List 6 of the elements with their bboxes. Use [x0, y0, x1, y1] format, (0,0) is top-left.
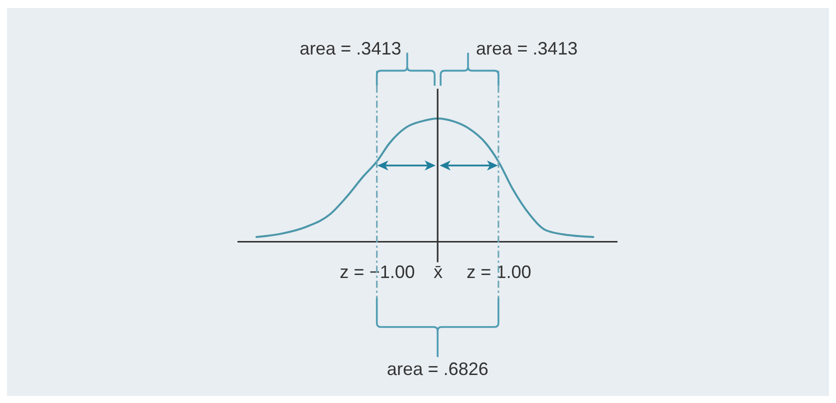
x-tick-label: x̄: [434, 262, 443, 282]
text: area = .3413: [476, 38, 578, 59]
text: area = .3413: [300, 38, 402, 59]
x-tick-label: z = −1.00: [340, 262, 415, 282]
x-tick-label: z = 1.00: [466, 262, 532, 282]
text: area = .6826: [386, 359, 488, 379]
